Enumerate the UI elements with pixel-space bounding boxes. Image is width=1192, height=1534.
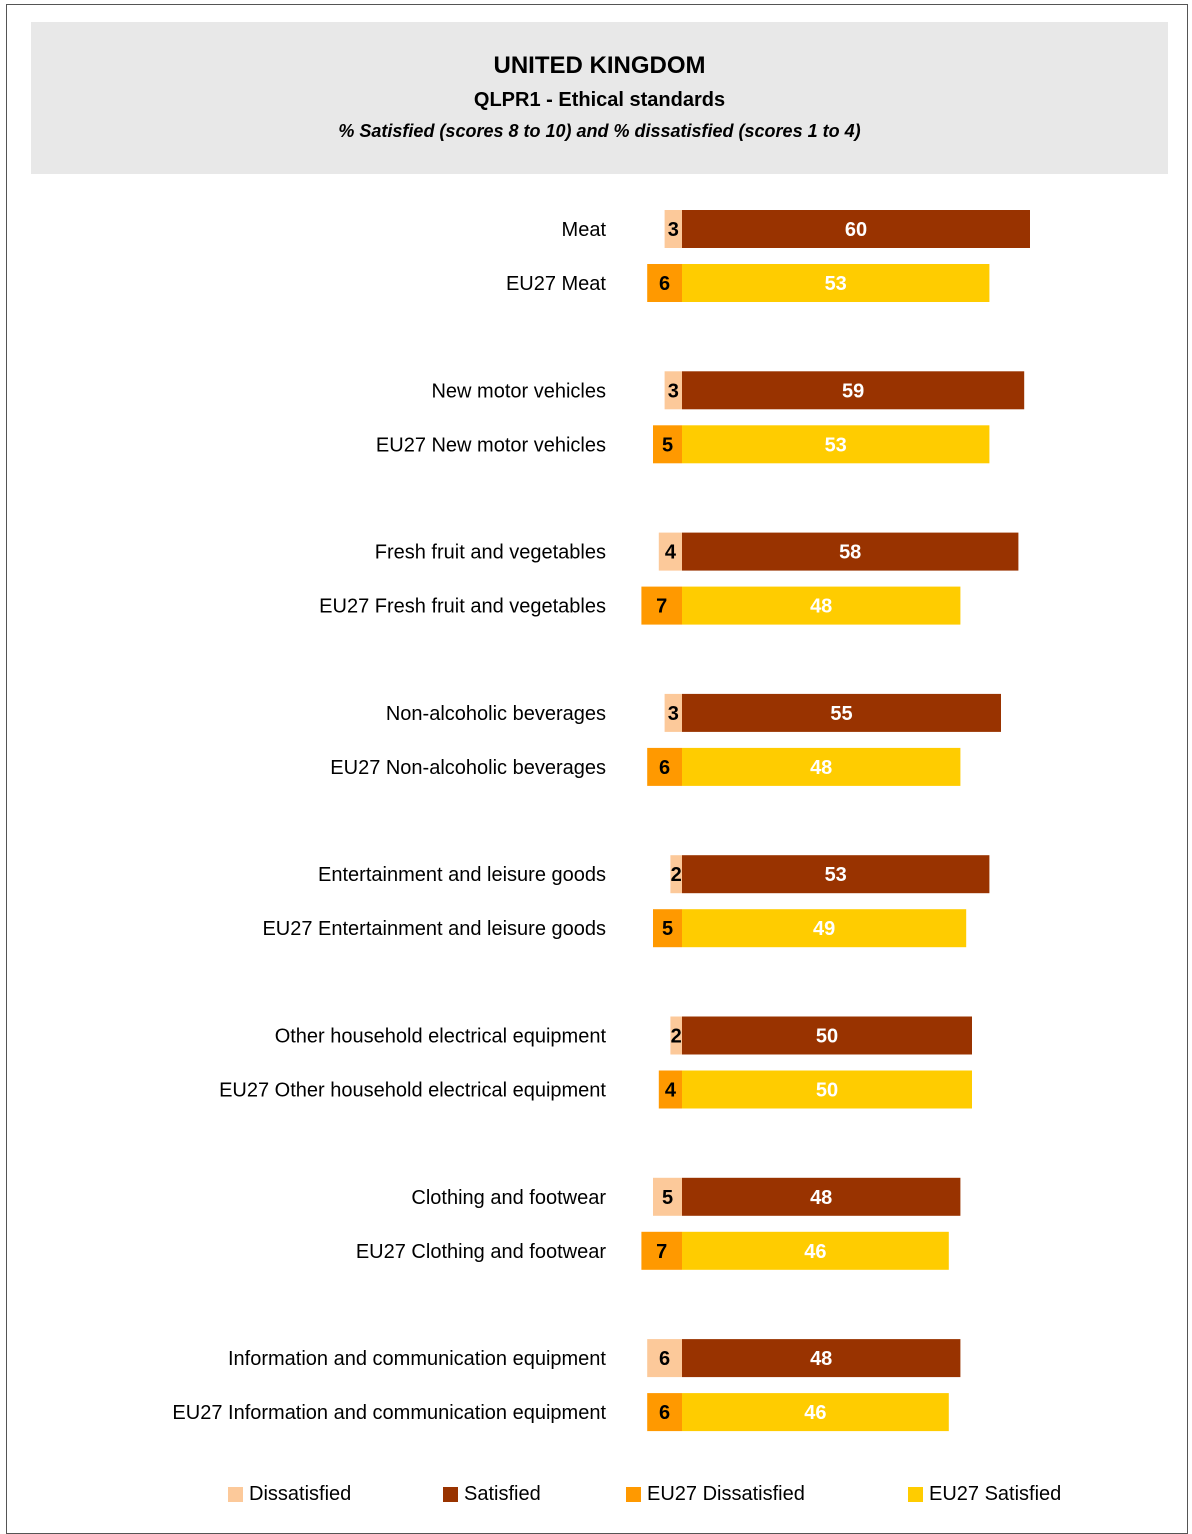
bar-satisfied-eu27-other-household-electrical-equipment — [682, 1070, 972, 1109]
bar-dissatisfied-eu27-fresh-fruit-and-vegetables — [641, 586, 682, 625]
bar-dissatisfied-new-motor-vehicles — [664, 371, 682, 410]
legend-swatch-eu27-satisfied — [908, 1486, 923, 1502]
value-label-dissatisfied-eu27-fresh-fruit-and-vegetables: 7 — [656, 596, 667, 618]
bar-satisfied-non-alcoholic-beverages — [682, 693, 1001, 732]
value-label-satisfied-fresh-fruit-and-vegetables: 58 — [839, 542, 861, 564]
chart-subtitle: QLPR1 - Ethical standards — [473, 89, 726, 111]
category-label-clothing-and-footwear: Clothing and footwear — [411, 1187, 606, 1209]
category-label-entertainment-and-leisure-goods: Entertainment and leisure goods — [318, 864, 606, 886]
bar-dissatisfied-clothing-and-footwear — [653, 1177, 682, 1216]
category-label-eu27-other-household-electrical-equipment: EU27 Other household electrical equipmen… — [219, 1080, 606, 1102]
legend-item-dissatisfied: Dissatisfied — [228, 1480, 351, 1508]
chart-title: UNITED KINGDOM — [493, 52, 706, 79]
category-label-meat: Meat — [562, 219, 607, 241]
bar-satisfied-meat — [682, 210, 1030, 248]
bar-dissatisfied-other-household-electrical-equipment — [670, 1016, 682, 1055]
value-label-dissatisfied-eu27-meat: 6 — [659, 273, 670, 295]
bar-satisfied-eu27-non-alcoholic-beverages — [682, 747, 961, 786]
bar-satisfied-eu27-new-motor-vehicles — [682, 425, 990, 464]
legend-item-eu27-satisfied: EU27 Satisfied — [908, 1480, 1061, 1508]
value-label-satisfied-eu27-information-and-communication-equipment: 46 — [804, 1402, 826, 1424]
legend-label-satisfied: Satisfied — [464, 1482, 541, 1505]
category-label-eu27-clothing-and-footwear: EU27 Clothing and footwear — [356, 1241, 606, 1263]
value-label-satisfied-eu27-clothing-and-footwear: 46 — [804, 1241, 826, 1263]
category-label-other-household-electrical-equipment: Other household electrical equipment — [275, 1026, 607, 1048]
legend-swatch-dissatisfied — [228, 1486, 243, 1502]
legend-item-eu27-dissatisfied: EU27 Dissatisfied — [626, 1480, 805, 1508]
bar-satisfied-clothing-and-footwear — [682, 1177, 961, 1216]
value-label-dissatisfied-non-alcoholic-beverages: 3 — [668, 703, 679, 725]
value-label-satisfied-clothing-and-footwear: 48 — [810, 1187, 832, 1209]
value-label-dissatisfied-eu27-other-household-electrical-equipment: 4 — [665, 1080, 677, 1102]
bar-satisfied-information-and-communication-equipment — [682, 1339, 961, 1378]
bar-dissatisfied-eu27-clothing-and-footwear — [641, 1231, 682, 1270]
legend-swatch-eu27-dissatisfied — [626, 1486, 641, 1502]
bar-satisfied-fresh-fruit-and-vegetables — [682, 532, 1019, 571]
value-label-satisfied-information-and-communication-equipment: 48 — [810, 1348, 832, 1370]
value-label-satisfied-new-motor-vehicles: 59 — [842, 380, 864, 402]
chart-header: UNITED KINGDOM QLPR1 - Ethical standards… — [31, 22, 1168, 174]
bar-satisfied-other-household-electrical-equipment — [682, 1016, 972, 1055]
value-label-satisfied-eu27-fresh-fruit-and-vegetables: 48 — [810, 596, 832, 618]
value-label-dissatisfied-meat: 3 — [668, 219, 679, 241]
category-label-non-alcoholic-beverages: Non-alcoholic beverages — [386, 703, 606, 725]
value-label-dissatisfied-eu27-new-motor-vehicles: 5 — [662, 434, 673, 456]
value-label-satisfied-entertainment-and-leisure-goods: 53 — [825, 864, 847, 886]
value-label-dissatisfied-entertainment-and-leisure-goods: 2 — [671, 864, 682, 886]
legend: Dissatisfied Satisfied EU27 Dissatisfied… — [0, 1480, 1192, 1508]
value-label-dissatisfied-information-and-communication-equipment: 6 — [659, 1348, 670, 1370]
value-label-satisfied-meat: 60 — [845, 219, 867, 241]
bar-satisfied-eu27-entertainment-and-leisure-goods — [682, 909, 967, 948]
category-label-eu27-new-motor-vehicles: EU27 New motor vehicles — [376, 434, 606, 456]
value-label-satisfied-other-household-electrical-equipment: 50 — [816, 1026, 838, 1048]
category-label-information-and-communication-equipment: Information and communication equipment — [228, 1348, 606, 1370]
value-label-satisfied-non-alcoholic-beverages: 55 — [830, 703, 852, 725]
bar-dissatisfied-fresh-fruit-and-vegetables — [658, 532, 682, 571]
value-label-dissatisfied-eu27-information-and-communication-equipment: 6 — [659, 1402, 670, 1424]
legend-label-dissatisfied: Dissatisfied — [249, 1482, 352, 1505]
value-label-dissatisfied-eu27-non-alcoholic-beverages: 6 — [659, 757, 670, 779]
bar-satisfied-eu27-fresh-fruit-and-vegetables — [682, 586, 961, 625]
category-label-eu27-entertainment-and-leisure-goods: EU27 Entertainment and leisure goods — [262, 918, 606, 940]
bar-satisfied-new-motor-vehicles — [682, 371, 1025, 410]
bar-dissatisfied-eu27-non-alcoholic-beverages — [647, 747, 682, 786]
chart-note: % Satisfied (scores 8 to 10) and % dissa… — [338, 121, 861, 141]
bar-dissatisfied-eu27-meat — [647, 264, 682, 302]
value-label-dissatisfied-clothing-and-footwear: 5 — [662, 1187, 673, 1209]
value-label-dissatisfied-new-motor-vehicles: 3 — [668, 380, 679, 402]
category-label-eu27-fresh-fruit-and-vegetables: EU27 Fresh fruit and vegetables — [319, 596, 606, 618]
legend-swatch-satisfied — [443, 1486, 458, 1502]
bar-satisfied-eu27-information-and-communication-equipment — [682, 1393, 949, 1432]
bar-satisfied-entertainment-and-leisure-goods — [682, 855, 990, 894]
value-label-satisfied-eu27-entertainment-and-leisure-goods: 49 — [813, 918, 835, 940]
category-label-fresh-fruit-and-vegetables: Fresh fruit and vegetables — [375, 542, 606, 564]
value-label-dissatisfied-eu27-entertainment-and-leisure-goods: 5 — [662, 918, 673, 940]
value-label-satisfied-eu27-meat: 53 — [825, 273, 847, 295]
bar-dissatisfied-meat — [664, 210, 682, 248]
bar-satisfied-eu27-meat — [682, 264, 990, 302]
bar-dissatisfied-information-and-communication-equipment — [647, 1339, 682, 1378]
value-label-dissatisfied-fresh-fruit-and-vegetables: 4 — [665, 542, 677, 564]
bar-dissatisfied-eu27-other-household-electrical-equipment — [658, 1070, 682, 1109]
legend-item-satisfied: Satisfied — [443, 1480, 541, 1508]
value-label-dissatisfied-eu27-clothing-and-footwear: 7 — [656, 1241, 667, 1263]
bar-dissatisfied-eu27-entertainment-and-leisure-goods — [653, 909, 682, 948]
category-label-eu27-non-alcoholic-beverages: EU27 Non-alcoholic beverages — [330, 757, 606, 779]
value-label-dissatisfied-other-household-electrical-equipment: 2 — [671, 1026, 682, 1048]
chart-frame — [6, 4, 1188, 1534]
value-label-satisfied-eu27-non-alcoholic-beverages: 48 — [810, 757, 832, 779]
bar-dissatisfied-eu27-new-motor-vehicles — [653, 425, 682, 464]
category-label-eu27-meat: EU27 Meat — [506, 273, 606, 295]
bar-dissatisfied-eu27-information-and-communication-equipment — [647, 1393, 682, 1432]
legend-label-eu27-dissatisfied: EU27 Dissatisfied — [647, 1482, 805, 1505]
bar-satisfied-eu27-clothing-and-footwear — [682, 1231, 949, 1270]
category-label-new-motor-vehicles: New motor vehicles — [431, 380, 606, 402]
value-label-satisfied-eu27-new-motor-vehicles: 53 — [825, 434, 847, 456]
legend-label-eu27-satisfied: EU27 Satisfied — [929, 1482, 1062, 1505]
bar-dissatisfied-entertainment-and-leisure-goods — [670, 855, 682, 894]
category-label-eu27-information-and-communication-equipment: EU27 Information and communication equip… — [172, 1402, 606, 1424]
value-label-satisfied-eu27-other-household-electrical-equipment: 50 — [816, 1080, 838, 1102]
bar-dissatisfied-non-alcoholic-beverages — [664, 693, 682, 732]
